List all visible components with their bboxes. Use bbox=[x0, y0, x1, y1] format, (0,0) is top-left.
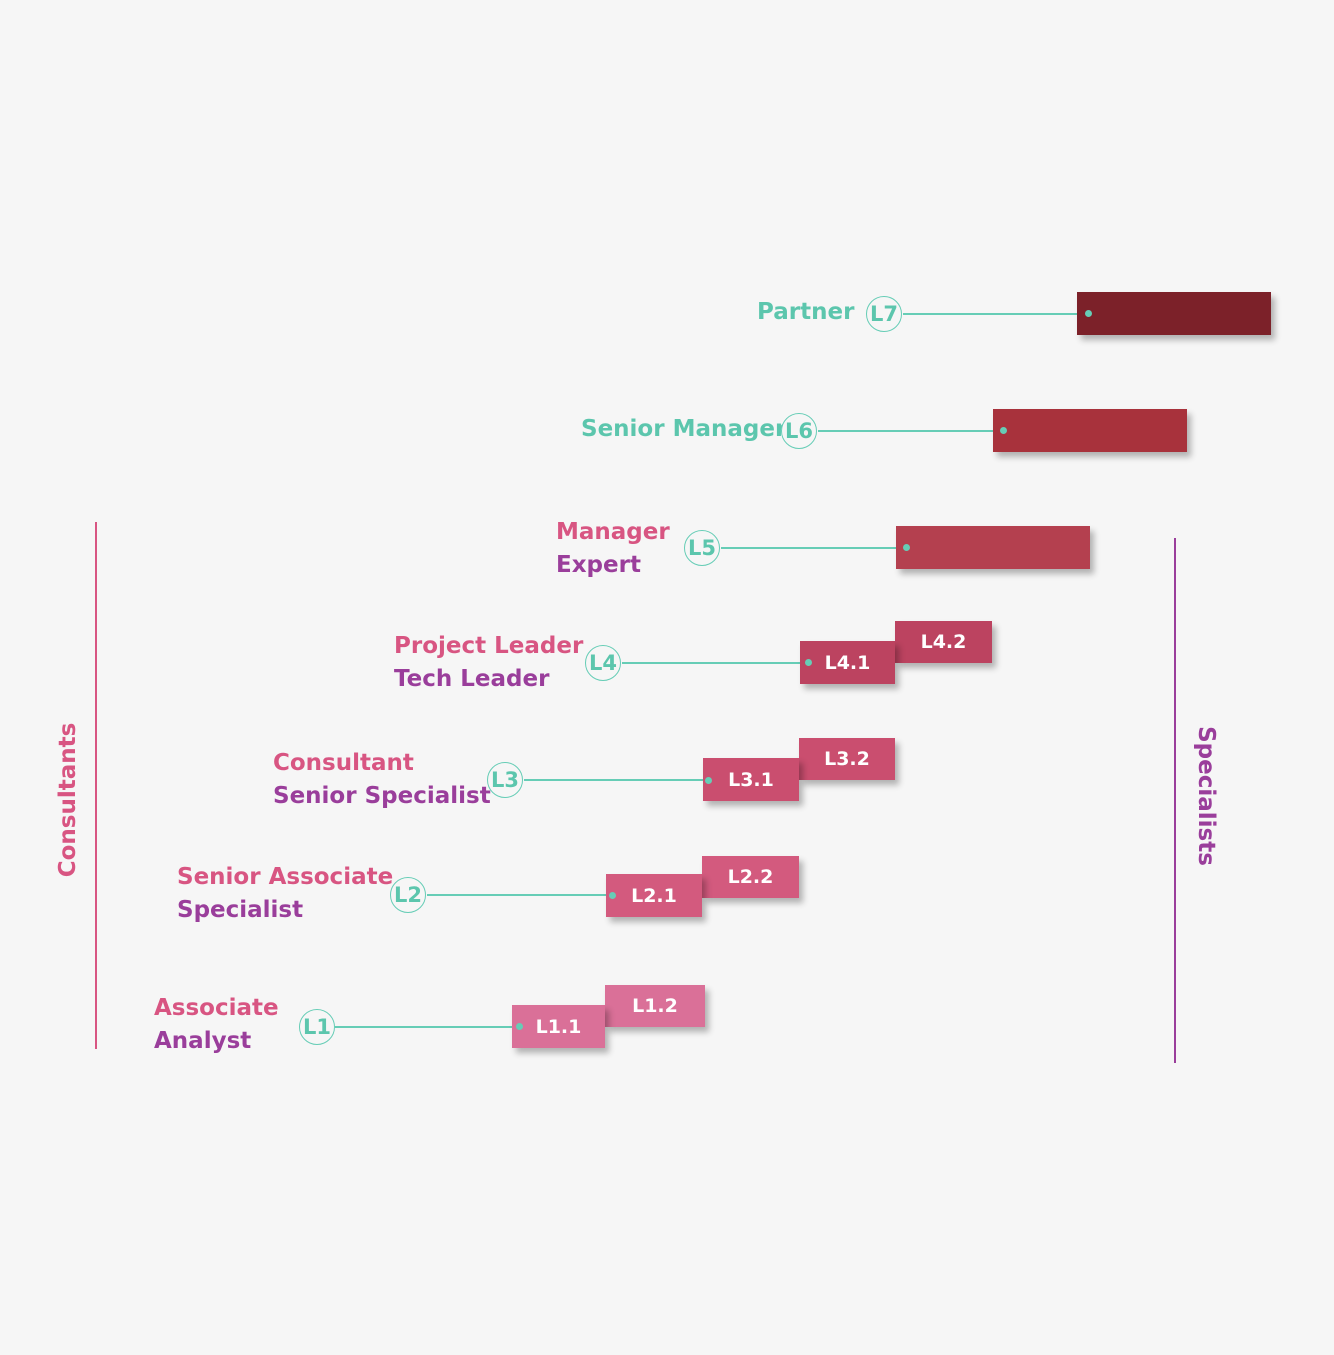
connector-dot-l3 bbox=[705, 777, 712, 784]
connector-dot-l4 bbox=[805, 659, 812, 666]
level-bar-l5 bbox=[896, 526, 1090, 569]
consultants-label: Consultants bbox=[55, 722, 81, 878]
level-specialist-title-l5: Expert bbox=[556, 552, 641, 578]
connector-dot-l7 bbox=[1085, 310, 1092, 317]
level-bar-l3-1: L3.1 bbox=[703, 758, 799, 801]
level-specialist-title-l3: Senior Specialist bbox=[273, 783, 491, 809]
level-specialist-title-l2: Specialist bbox=[177, 897, 304, 923]
level-bar-l2-2: L2.2 bbox=[702, 856, 799, 898]
specialists-bracket-line bbox=[1174, 538, 1176, 1063]
connector-dot-l1 bbox=[516, 1023, 523, 1030]
level-badge-l2: L2 bbox=[390, 877, 426, 913]
level-badge-l7: L7 bbox=[866, 296, 902, 332]
consultants-bracket-line bbox=[95, 522, 97, 1049]
level-specialist-title-l4: Tech Leader bbox=[394, 666, 550, 692]
connector-dot-l5 bbox=[903, 544, 910, 551]
level-bar-l3-2: L3.2 bbox=[799, 738, 895, 780]
level-bar-l4-2: L4.2 bbox=[895, 621, 992, 663]
connector-dot-l2 bbox=[609, 892, 616, 899]
level-title-l6: Senior Manager bbox=[581, 416, 787, 442]
connector-dot-l6 bbox=[1000, 427, 1007, 434]
level-badge-l5: L5 bbox=[684, 530, 720, 566]
level-badge-l1: L1 bbox=[299, 1009, 335, 1045]
specialists-label: Specialists bbox=[1193, 726, 1219, 866]
connector-l5 bbox=[721, 547, 907, 549]
level-consultant-title-l3: Consultant bbox=[273, 750, 414, 776]
level-badge-l3: L3 bbox=[487, 762, 523, 798]
level-title-l7: Partner bbox=[757, 299, 855, 325]
level-bar-l6 bbox=[993, 409, 1187, 452]
connector-l3 bbox=[524, 779, 710, 781]
level-specialist-title-l1: Analyst bbox=[154, 1028, 252, 1054]
level-consultant-title-l4: Project Leader bbox=[394, 633, 584, 659]
level-badge-l4: L4 bbox=[585, 645, 621, 681]
connector-l6 bbox=[818, 430, 1004, 432]
level-bar-l1-1: L1.1 bbox=[512, 1005, 605, 1048]
level-consultant-title-l1: Associate bbox=[154, 995, 279, 1021]
level-bar-l7 bbox=[1077, 292, 1271, 335]
connector-l7 bbox=[903, 313, 1089, 315]
level-bar-l2-1: L2.1 bbox=[606, 874, 702, 917]
level-consultant-title-l5: Manager bbox=[556, 519, 670, 545]
level-bar-l1-2: L1.2 bbox=[605, 985, 705, 1027]
level-badge-l6: L6 bbox=[781, 413, 817, 449]
connector-l2 bbox=[427, 894, 613, 896]
level-consultant-title-l2: Senior Associate bbox=[177, 864, 394, 890]
level-bar-l4-1: L4.1 bbox=[800, 641, 895, 684]
connector-l4 bbox=[622, 662, 808, 664]
connector-l1 bbox=[335, 1026, 521, 1028]
